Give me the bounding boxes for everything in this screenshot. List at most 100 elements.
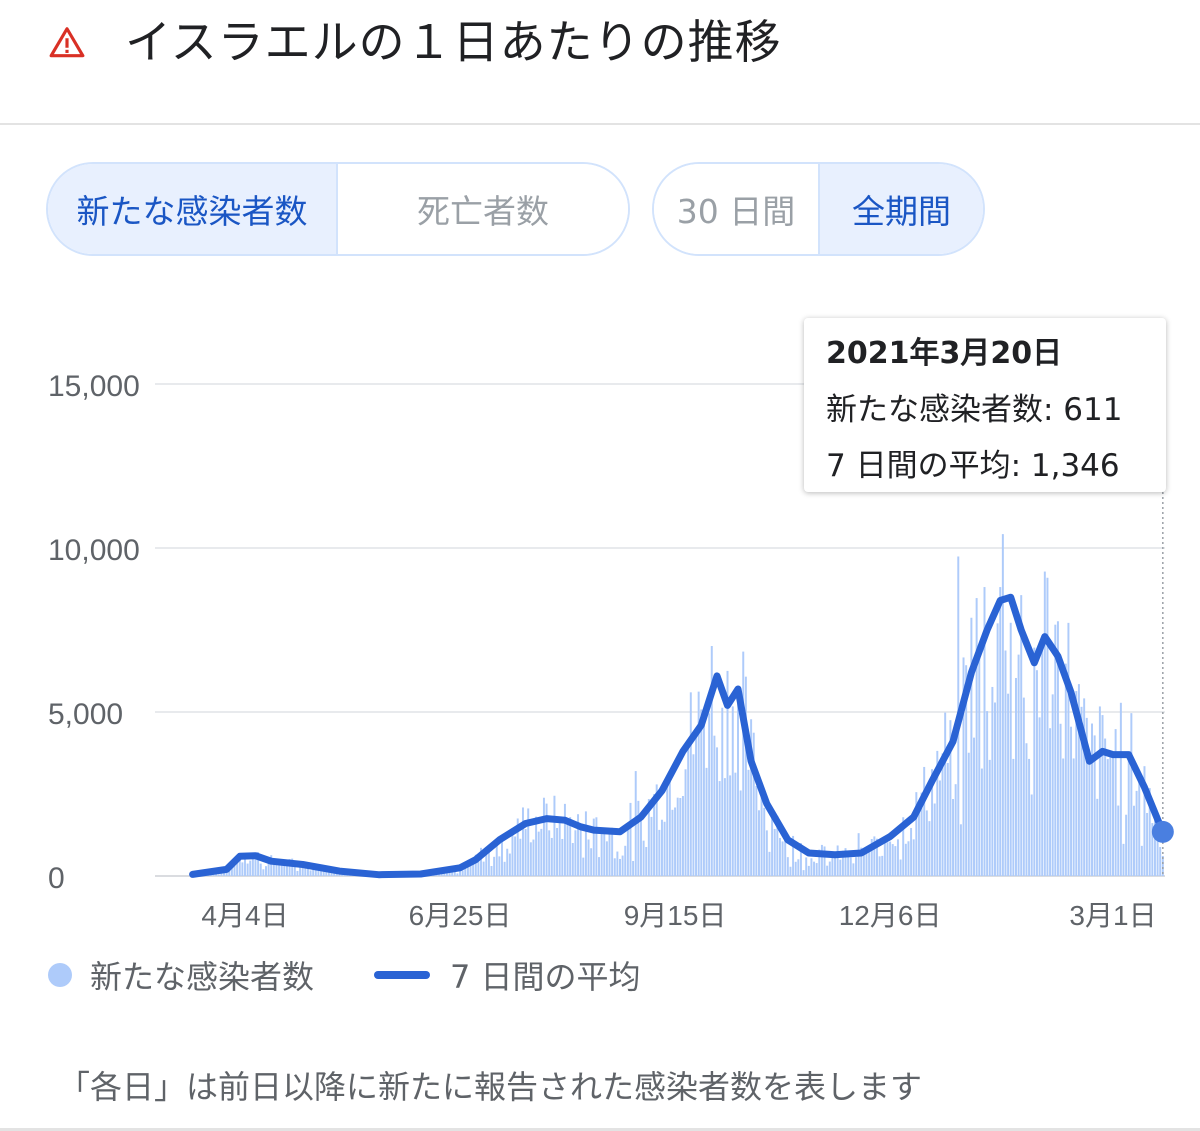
daily-bar bbox=[1070, 726, 1073, 876]
daily-bar bbox=[480, 847, 482, 876]
daily-bar bbox=[624, 845, 627, 876]
daily-bar bbox=[1030, 794, 1033, 876]
daily-bar bbox=[789, 866, 792, 876]
daily-bar bbox=[1012, 758, 1015, 876]
daily-bar bbox=[322, 870, 325, 876]
daily-bar bbox=[1148, 788, 1151, 876]
daily-bar bbox=[799, 843, 802, 876]
daily-bar bbox=[498, 856, 501, 876]
daily-bar bbox=[931, 769, 934, 876]
daily-bar bbox=[619, 858, 621, 876]
daily-bar bbox=[744, 676, 747, 876]
daily-bar bbox=[792, 835, 795, 876]
daily-bar bbox=[666, 781, 669, 876]
daily-bar bbox=[563, 803, 566, 876]
daily-bar bbox=[999, 587, 1002, 876]
daily-bar bbox=[1122, 843, 1125, 876]
daily-bar bbox=[705, 767, 708, 876]
daily-bar bbox=[241, 862, 244, 876]
daily-bar bbox=[632, 861, 635, 876]
daily-bar bbox=[763, 807, 766, 876]
daily-bar bbox=[312, 865, 315, 876]
daily-bar bbox=[671, 809, 674, 876]
daily-bar bbox=[556, 827, 559, 876]
daily-bar bbox=[668, 773, 671, 876]
daily-bar bbox=[970, 617, 973, 876]
daily-bar bbox=[259, 863, 262, 876]
daily-bar bbox=[592, 818, 595, 876]
daily-bar bbox=[899, 859, 902, 876]
daily-bar bbox=[514, 836, 517, 876]
daily-bar bbox=[794, 861, 797, 876]
daily-bar bbox=[938, 780, 941, 876]
daily-bar bbox=[886, 842, 889, 876]
daily-bar bbox=[959, 824, 962, 876]
daily-bar bbox=[973, 737, 975, 876]
daily-bar bbox=[561, 838, 564, 876]
daily-bar bbox=[587, 839, 590, 876]
daily-bar bbox=[532, 839, 535, 876]
daily-bar bbox=[818, 849, 821, 876]
x-tick-label: 4月4日 bbox=[201, 900, 288, 931]
daily-bar bbox=[1014, 677, 1017, 876]
daily-bar bbox=[697, 691, 700, 876]
tab-deaths[interactable]: 死亡者数 bbox=[338, 164, 628, 254]
daily-bar bbox=[828, 861, 831, 876]
daily-bar bbox=[1088, 754, 1091, 876]
daily-bar bbox=[296, 870, 299, 876]
daily-bar bbox=[320, 867, 323, 876]
y-tick-label: 15,000 bbox=[48, 370, 140, 403]
daily-bar bbox=[852, 863, 855, 876]
daily-bar bbox=[1091, 723, 1094, 876]
daily-bar bbox=[729, 775, 732, 876]
daily-bar bbox=[679, 798, 682, 876]
daily-bar bbox=[291, 858, 294, 876]
daily-bar bbox=[474, 854, 477, 876]
daily-bar bbox=[477, 860, 480, 876]
daily-bar bbox=[834, 853, 837, 876]
daily-bar bbox=[1101, 715, 1104, 876]
daily-bar bbox=[1135, 790, 1138, 876]
daily-bar bbox=[965, 665, 968, 876]
daily-bar bbox=[272, 862, 275, 876]
daily-bar bbox=[1035, 670, 1038, 876]
x-tick-label: 9月15日 bbox=[624, 900, 727, 931]
daily-bar bbox=[285, 865, 288, 876]
daily-bar bbox=[755, 785, 758, 876]
daily-bar bbox=[1083, 698, 1086, 876]
daily-bar bbox=[293, 860, 296, 876]
daily-bar bbox=[1153, 820, 1156, 876]
daily-bar bbox=[839, 859, 842, 876]
daily-bar bbox=[472, 859, 475, 876]
daily-bar bbox=[1132, 805, 1135, 876]
daily-bar bbox=[1096, 798, 1099, 876]
tab-all-period[interactable]: 全期間 bbox=[820, 164, 983, 254]
daily-bar bbox=[246, 863, 249, 876]
daily-bar bbox=[807, 865, 810, 876]
daily-bar bbox=[731, 706, 734, 876]
daily-bar bbox=[267, 857, 270, 876]
daily-bar bbox=[946, 762, 949, 876]
daily-bar bbox=[760, 783, 763, 876]
daily-bar bbox=[469, 864, 472, 876]
daily-bar bbox=[991, 686, 994, 876]
daily-bar bbox=[721, 707, 724, 876]
daily-bar bbox=[456, 873, 459, 876]
daily-bar bbox=[1059, 723, 1062, 876]
daily-bar bbox=[920, 792, 923, 876]
daily-bar bbox=[553, 795, 556, 876]
daily-bar bbox=[910, 827, 913, 876]
legend-cases-label: 新たな感染者数 bbox=[90, 958, 315, 996]
daily-bar bbox=[650, 816, 653, 876]
daily-bar bbox=[535, 816, 538, 876]
y-tick-label: 10,000 bbox=[48, 534, 140, 567]
daily-bar bbox=[244, 858, 246, 876]
daily-bar bbox=[1075, 691, 1078, 876]
cases-chart[interactable]: 0 5,000 10,000 15,000 4月4日 6月25日 9月15日 12月6日 3月1… bbox=[0, 280, 1200, 950]
daily-bar bbox=[327, 872, 330, 876]
daily-bar bbox=[949, 720, 952, 876]
daily-bar bbox=[542, 797, 545, 876]
daily-bar bbox=[626, 829, 629, 876]
tab-30-days[interactable]: 30 日間 bbox=[654, 164, 820, 254]
tab-new-cases[interactable]: 新たな感染者数 bbox=[48, 164, 338, 254]
